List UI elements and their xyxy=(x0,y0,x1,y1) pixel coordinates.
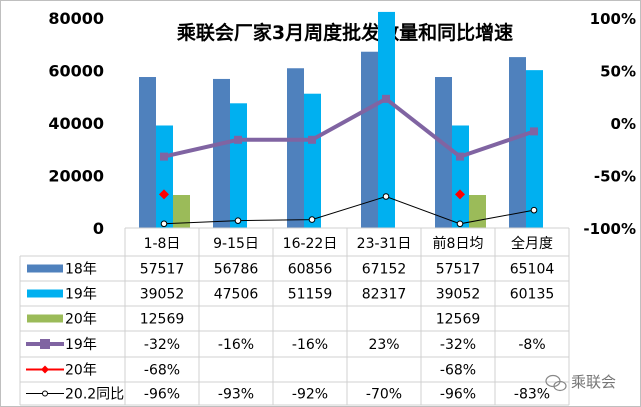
chart-title: 乘联会厂家3月周度批发数量和同比增速 xyxy=(176,21,513,44)
line-20.2同比 xyxy=(163,195,535,225)
legend-key-19年: 19年 xyxy=(26,337,97,353)
table-cell: 65104 xyxy=(510,262,555,278)
bar-19年-16-22日 xyxy=(304,93,321,228)
line-marker-circle xyxy=(308,216,316,223)
legend-marker xyxy=(42,390,48,397)
bar-18年-前8日均 xyxy=(435,77,452,228)
right-axis-tick-label: 100% xyxy=(590,10,636,28)
table-cell: 57517 xyxy=(436,262,481,278)
bar-18年-1-8日 xyxy=(139,77,156,228)
table-cell: -16% xyxy=(218,337,254,353)
legend-key-18年: 18年 xyxy=(27,262,97,278)
table-cell: 82317 xyxy=(362,287,407,303)
watermark-text: 乘联会 xyxy=(571,373,616,391)
legend-marker xyxy=(40,339,50,349)
legend-key-20年: 20年 xyxy=(27,312,97,328)
bar-18年-23-31日 xyxy=(361,51,378,229)
bar-18年-16-22日 xyxy=(287,68,304,229)
left-axis-tick-label: 60000 xyxy=(48,62,104,81)
table-cell: -32% xyxy=(144,337,180,353)
bar-19年-1-8日 xyxy=(156,125,173,228)
table-cell: -83% xyxy=(514,387,550,403)
legend-marker xyxy=(41,365,49,374)
legend-label: 20年 xyxy=(65,312,97,328)
legend-label: 19年 xyxy=(65,337,97,353)
line-marker-square xyxy=(530,127,538,136)
table-cell: 23% xyxy=(368,337,399,353)
table-cell: -68% xyxy=(440,363,476,379)
line-marker-circle xyxy=(382,193,390,200)
bar-18年-全月度 xyxy=(509,57,526,228)
right-axis-tick-label: -50% xyxy=(594,168,636,186)
line-marker-square xyxy=(234,135,242,144)
table-cell: -96% xyxy=(440,387,476,403)
line-marker-square xyxy=(382,94,390,103)
line-marker-square xyxy=(160,152,168,161)
line-marker-circle xyxy=(234,217,242,224)
table-cell: 12569 xyxy=(140,312,185,328)
legend-label: 20.2同比 xyxy=(65,387,124,403)
table-cell: 56786 xyxy=(214,262,259,278)
table-cell: -32% xyxy=(440,337,476,353)
table-cell: 39052 xyxy=(140,287,185,303)
table-cell: 60135 xyxy=(510,287,555,303)
bar-20年-前8日均 xyxy=(469,195,486,228)
right-axis-tick-label: 50% xyxy=(600,63,636,81)
left-axis-tick-label: 0 xyxy=(93,219,104,238)
table-cell: 60856 xyxy=(288,262,333,278)
right-axis-tick-label: -100% xyxy=(583,220,636,238)
legend-swatch xyxy=(27,289,63,298)
legend-swatch xyxy=(27,314,63,323)
line-marker-square xyxy=(456,152,464,161)
table-cell: 47506 xyxy=(214,287,259,303)
table-cell: -70% xyxy=(366,387,402,403)
table-cell: -8% xyxy=(518,337,545,353)
category-label: 16-22日 xyxy=(283,236,338,252)
left-axis-tick-label: 80000 xyxy=(48,9,104,28)
table-cell: 57517 xyxy=(140,262,185,278)
category-label: 9-15日 xyxy=(213,236,259,252)
line-marker-square xyxy=(308,135,316,144)
category-label: 全月度 xyxy=(511,235,553,252)
category-label: 前8日均 xyxy=(433,235,484,252)
bar-20年-1-8日 xyxy=(173,195,190,228)
watermark: 乘联会 xyxy=(545,373,616,392)
legend-label: 19年 xyxy=(65,287,97,303)
legend-key-20.2同比: 20.2同比 xyxy=(26,387,124,403)
legend-label: 20年 xyxy=(65,363,97,379)
category-label: 23-31日 xyxy=(357,236,412,252)
line-marker-circle xyxy=(530,206,538,214)
right-axis-tick-label: 0% xyxy=(611,115,636,133)
legend-key-19年: 19年 xyxy=(27,287,97,303)
table-cell: 12569 xyxy=(436,312,481,328)
category-label: 1-8日 xyxy=(144,236,181,252)
line-marker-20-diamond xyxy=(159,189,169,200)
bar-19年-23-31日 xyxy=(378,11,395,228)
left-axis-tick-label: 20000 xyxy=(48,167,104,186)
table-cell: -96% xyxy=(144,387,180,403)
line-19年 xyxy=(163,96,535,159)
bar-18年-9-15日 xyxy=(213,78,230,228)
bar-19年-9-15日 xyxy=(230,103,247,228)
table-cell: -68% xyxy=(144,363,180,379)
table-cell: 51159 xyxy=(288,287,333,303)
table-cell: -16% xyxy=(292,337,328,353)
line-marker-circle xyxy=(456,220,464,228)
bar-19年-前8日均 xyxy=(452,125,469,228)
table-cell: 67152 xyxy=(362,262,407,278)
line-marker-circle xyxy=(160,220,168,228)
legend-label: 18年 xyxy=(65,262,97,278)
table-cell: -93% xyxy=(218,387,254,403)
wechat-icon xyxy=(545,374,567,392)
table-cell: 39052 xyxy=(436,287,481,303)
bar-19年-全月度 xyxy=(526,70,543,228)
legend-key-20年: 20年 xyxy=(26,363,97,379)
line-marker-20-diamond xyxy=(455,189,465,200)
legend-swatch xyxy=(27,264,63,273)
left-axis-tick-label: 40000 xyxy=(48,114,104,133)
table-cell: -92% xyxy=(292,387,328,403)
